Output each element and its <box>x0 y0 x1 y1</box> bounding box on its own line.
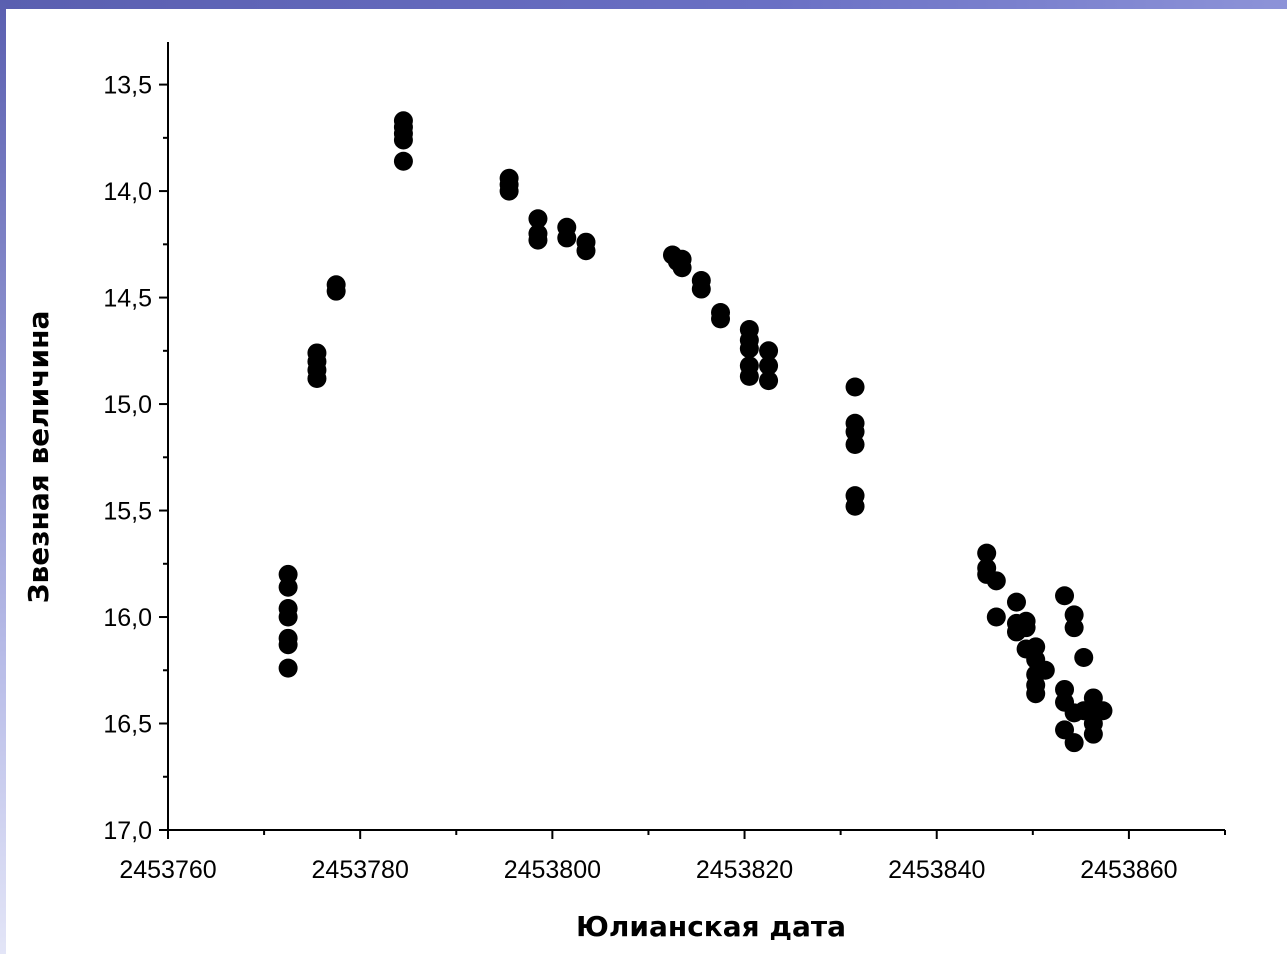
data-point <box>499 181 519 201</box>
data-point <box>691 279 711 299</box>
slide-frame-top <box>0 0 1287 9</box>
x-tick-label: 2453840 <box>888 856 985 884</box>
data-point <box>711 309 731 329</box>
data-point <box>759 371 779 391</box>
y-tick-label: 15,5 <box>103 498 152 526</box>
data-point <box>739 339 759 359</box>
y-tick-label: 13,5 <box>103 72 152 100</box>
data-point <box>759 341 779 361</box>
data-point <box>1035 660 1055 680</box>
data-point <box>528 230 548 250</box>
data-point <box>739 366 759 386</box>
data-point <box>278 658 298 678</box>
y-tick-label: 16,0 <box>103 604 152 632</box>
x-tick-label: 2453800 <box>504 856 601 884</box>
data-point <box>986 607 1006 627</box>
x-tick-label: 2453860 <box>1080 856 1177 884</box>
data-point <box>672 258 692 278</box>
y-tick-label: 14,5 <box>103 285 152 313</box>
x-tick-label: 2453760 <box>119 856 216 884</box>
y-tick-label: 14,0 <box>103 178 152 206</box>
slide-frame-left <box>0 0 6 954</box>
x-tick-label: 2453780 <box>312 856 409 884</box>
data-point <box>557 228 577 248</box>
data-point <box>845 496 865 516</box>
y-tick-label: 17,0 <box>103 817 152 845</box>
data-point <box>1026 684 1046 704</box>
data-point <box>576 241 596 261</box>
y-axis-title: Звезная величина <box>22 311 55 604</box>
data-point <box>326 281 346 301</box>
data-point <box>393 130 413 150</box>
data-point <box>1016 618 1036 638</box>
data-point <box>278 607 298 627</box>
x-axis-ticks: 2453760 2453780 2453800 2453820 2453840 24538… <box>119 830 1226 884</box>
data-point <box>278 577 298 597</box>
data-point <box>845 377 865 397</box>
data-point <box>1055 586 1075 606</box>
data-point <box>1006 592 1026 612</box>
data-points <box>278 111 1113 753</box>
data-point <box>1083 724 1103 744</box>
chart-axes <box>167 42 1225 831</box>
data-point <box>1064 618 1084 638</box>
data-point <box>1093 701 1113 721</box>
data-point <box>759 356 779 376</box>
x-axis-title: Юлианская дата <box>576 910 846 943</box>
x-tick-label: 2453820 <box>696 856 793 884</box>
data-point <box>986 571 1006 591</box>
y-axis-ticks: 13,5 14,0 14,5 15,0 15,5 16,0 16,5 17,0 <box>103 72 168 845</box>
data-point <box>528 209 548 229</box>
data-point <box>307 368 327 388</box>
data-point <box>278 635 298 655</box>
data-point <box>977 543 997 563</box>
data-point <box>1064 733 1084 753</box>
data-point <box>1074 647 1094 667</box>
data-point <box>393 151 413 171</box>
y-tick-label: 15,0 <box>103 391 152 419</box>
y-tick-label: 16,5 <box>103 711 152 739</box>
data-point <box>845 435 865 455</box>
